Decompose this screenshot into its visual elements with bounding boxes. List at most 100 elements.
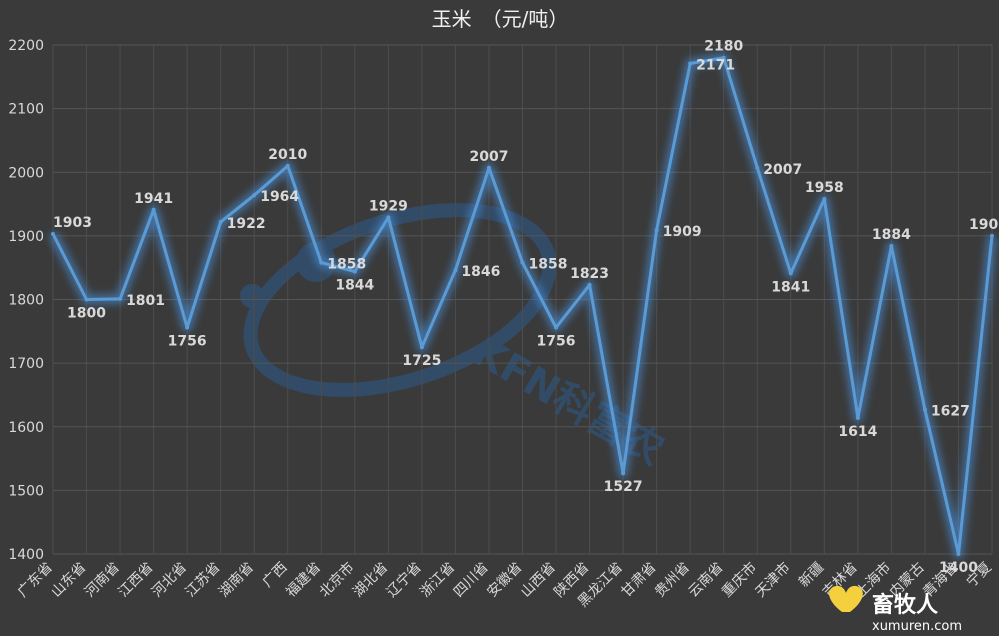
data-point <box>755 165 760 170</box>
watermark-node-icon <box>240 284 264 308</box>
data-point <box>855 415 860 420</box>
y-axis: 1400 1500 1600 1700 1800 1900 2000 2100 2200 <box>8 38 44 563</box>
data-label: 1941 <box>134 191 173 207</box>
data-label: 1400 <box>939 560 978 576</box>
x-tick-label: 浙江省 <box>417 560 458 601</box>
data-point <box>956 552 961 556</box>
data-label: 2007 <box>469 149 508 165</box>
y-tick-label: 1900 <box>8 229 44 245</box>
data-point <box>520 260 525 265</box>
data-point <box>151 207 156 212</box>
data-point <box>84 297 89 302</box>
y-tick-label: 1600 <box>8 420 44 436</box>
data-label: 1756 <box>168 333 207 349</box>
data-label: 1900 <box>969 217 999 233</box>
data-point <box>822 196 827 201</box>
data-point <box>788 271 793 276</box>
x-tick-label: 山东省 <box>48 560 89 601</box>
x-tick-label: 湖北省 <box>350 560 391 601</box>
data-point <box>352 269 357 274</box>
data-point <box>721 55 726 60</box>
data-label: 2007 <box>763 162 802 178</box>
chart-title: 玉米 （元/吨） <box>432 7 569 31</box>
y-tick-label: 1500 <box>8 483 44 499</box>
y-tick-label: 1700 <box>8 356 44 372</box>
data-label: 1964 <box>260 189 299 205</box>
heart-icon <box>829 585 863 612</box>
y-tick-label: 2200 <box>8 38 44 54</box>
y-tick-label: 2100 <box>8 102 44 118</box>
data-label: 1823 <box>570 266 609 282</box>
data-label: 1756 <box>537 333 576 349</box>
data-point <box>922 407 927 412</box>
grid <box>52 44 993 555</box>
data-label: 2010 <box>268 147 307 163</box>
data-label: 1627 <box>931 404 970 420</box>
data-label: 1922 <box>227 216 266 232</box>
site-logo: 畜牧人 xumuren.com <box>829 585 962 634</box>
data-point <box>990 233 994 238</box>
data-label: 1844 <box>335 278 374 294</box>
x-tick-label: 河南省 <box>82 560 123 601</box>
data-label: 1884 <box>872 227 911 243</box>
data-point <box>218 219 223 224</box>
watermark-ellipse <box>243 203 557 397</box>
data-label: 1725 <box>402 353 441 369</box>
data-label: 1858 <box>327 257 366 273</box>
data-label: 1909 <box>663 224 702 240</box>
data-label: 1846 <box>461 264 500 280</box>
x-tick-label: 河北省 <box>149 560 190 601</box>
x-tick-label: 山西省 <box>518 560 559 601</box>
x-tick-label: 甘肃省 <box>618 560 659 601</box>
data-point <box>319 260 324 265</box>
data-point <box>285 163 290 168</box>
data-point <box>419 345 424 350</box>
data-point <box>51 231 55 236</box>
data-labels: 1903 1800 1801 1941 1756 1922 1964 2010 1858 1844… <box>53 39 999 576</box>
x-tick-label: 云南省 <box>686 560 727 601</box>
data-point <box>486 165 491 170</box>
x-tick-label: 重庆市 <box>718 559 760 601</box>
series-layer <box>48 52 997 559</box>
data-point <box>587 282 592 287</box>
y-tick-label: 1400 <box>8 547 44 563</box>
y-tick-label: 2000 <box>8 165 44 181</box>
x-tick-label: 北京市 <box>316 559 358 601</box>
data-point <box>554 325 559 330</box>
data-point <box>654 228 659 233</box>
data-point <box>252 193 257 198</box>
x-tick-label: 江西省 <box>115 560 156 601</box>
data-label: 1929 <box>369 198 408 214</box>
y-tick-label: 1800 <box>8 293 44 309</box>
data-label: 2171 <box>696 57 735 73</box>
data-label: 1903 <box>53 215 92 231</box>
data-point <box>118 296 123 301</box>
site-name: 畜牧人 <box>872 592 938 618</box>
data-label: 2180 <box>704 39 743 55</box>
x-tick-label: 安徽省 <box>484 560 525 601</box>
x-tick-label: 江苏省 <box>182 560 223 601</box>
data-point <box>688 61 693 66</box>
x-tick-label: 贵州省 <box>652 560 693 601</box>
brand-watermark: KFN科富农 <box>240 203 671 475</box>
data-label: 1800 <box>67 306 106 322</box>
data-label: 1801 <box>126 293 165 309</box>
data-point <box>453 268 458 273</box>
data-label: 1841 <box>771 279 810 295</box>
data-label: 1614 <box>838 424 877 440</box>
data-point <box>185 325 190 330</box>
data-label: 1527 <box>604 479 643 495</box>
x-tick-label: 天津市 <box>752 559 794 601</box>
data-label: 1858 <box>529 257 568 273</box>
x-tick-label: 四川省 <box>451 560 492 601</box>
data-point <box>386 215 391 220</box>
site-url: xumuren.com <box>872 619 962 634</box>
x-tick-label: 福建省 <box>283 560 324 601</box>
data-point <box>621 471 626 476</box>
data-label: 1958 <box>805 180 844 196</box>
x-tick-label: 辽宁省 <box>383 559 425 601</box>
x-tick-label: 湖南省 <box>216 560 257 601</box>
data-point <box>889 244 894 249</box>
